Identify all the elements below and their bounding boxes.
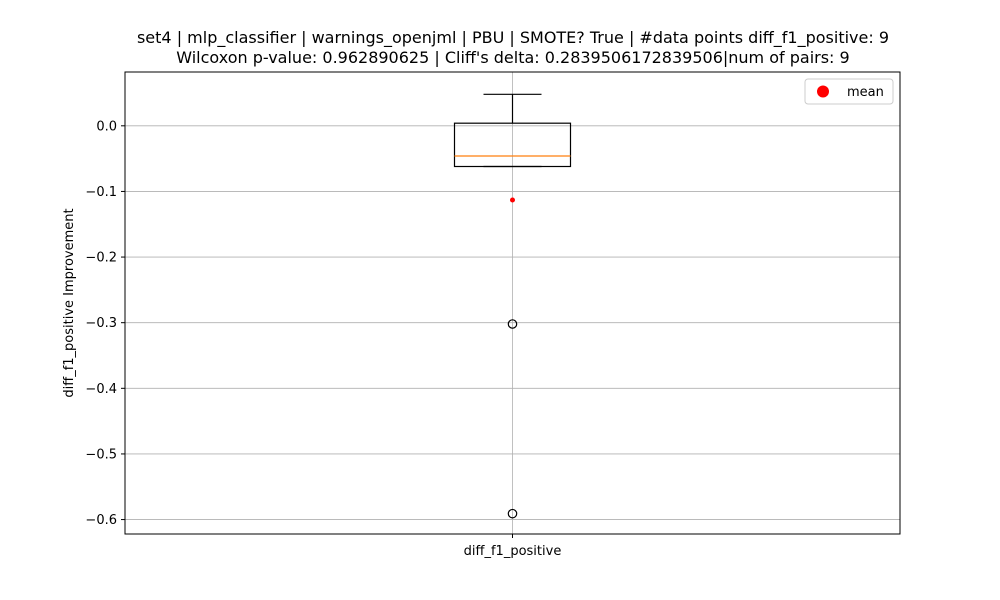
y-tick-label: −0.1	[85, 185, 117, 200]
plot-area: 0.0 −0.1 −0.2 −0.3 −0.4 −0.5 −0.6 diff_f1_posit…	[85, 71, 901, 559]
y-tick-label: −0.4	[85, 382, 117, 397]
legend: mean	[804, 78, 894, 105]
legend-mean-label: mean	[847, 85, 884, 100]
y-tick-label: −0.5	[85, 447, 117, 462]
grid-layer	[125, 72, 900, 534]
y-tick-label: 0.0	[96, 119, 117, 134]
outlier-point	[507, 319, 518, 329]
y-tick-label: −0.6	[85, 513, 117, 528]
chart-title: set4 | mlp_classifier | warnings_openjml…	[137, 28, 889, 48]
data-layer	[453, 93, 572, 519]
y-tick-label: −0.3	[85, 316, 117, 331]
y-tick-label: −0.2	[85, 251, 117, 266]
outlier-point	[507, 508, 518, 519]
y-axis-label: diff_f1_positive Improvement	[62, 208, 77, 397]
chart-subtitle: Wilcoxon p-value: 0.962890625 | Cliff's …	[176, 48, 849, 67]
box-iqr	[453, 122, 572, 168]
legend-frame	[804, 78, 894, 105]
mean-marker	[510, 197, 515, 203]
tick-layer: 0.0 −0.1 −0.2 −0.3 −0.4 −0.5 −0.6 diff_f1_posit…	[85, 119, 561, 559]
legend-mean-marker	[817, 85, 829, 98]
x-tick-label: diff_f1_positive	[464, 544, 562, 559]
